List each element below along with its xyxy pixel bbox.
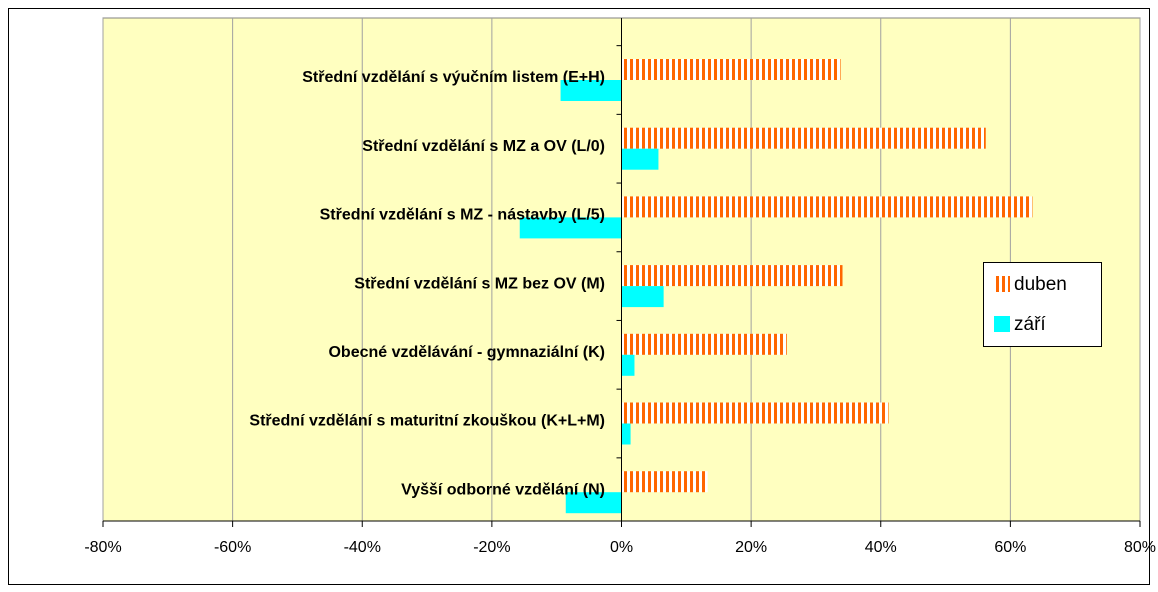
x-tick-label: -80%: [84, 539, 121, 556]
bar: [621, 265, 843, 287]
bar: [519, 217, 622, 239]
x-tick-label: 0%: [610, 539, 633, 556]
category-label: Vyšší odborné vzdělání (N): [401, 481, 605, 498]
legend-label: září: [1014, 314, 1046, 335]
bar: [621, 286, 664, 308]
legend-label: duben: [1014, 274, 1067, 295]
x-tick-label: 40%: [865, 539, 897, 556]
bar: [621, 471, 708, 493]
bar: [560, 80, 622, 101]
x-tick-label: -40%: [344, 539, 381, 556]
legend-swatch: [994, 276, 1010, 292]
bar: [621, 148, 659, 170]
category-label: Střední vzdělání s MZ a OV (L/0): [362, 138, 605, 155]
bar: [565, 492, 622, 514]
category-label: Střední vzdělání s MZ - nástavby (L/5): [320, 207, 605, 224]
x-tick-label: 80%: [1124, 539, 1156, 556]
x-tick-label: 60%: [994, 539, 1026, 556]
bar: [621, 59, 841, 80]
x-tick-label: -60%: [214, 539, 251, 556]
bar: [621, 333, 787, 355]
x-tick-label: 20%: [735, 539, 767, 556]
category-label: Střední vzdělání s maturitní zkouškou (K…: [249, 413, 605, 430]
bar: [621, 402, 889, 424]
bar: [621, 196, 1033, 218]
category-label: Obecné vzdělávání - gymnaziální (K): [328, 344, 605, 361]
x-tick-label: -20%: [473, 539, 510, 556]
legend-swatch: [994, 316, 1010, 332]
category-label: Střední vzdělání s výučním listem (E+H): [302, 69, 605, 86]
bar: [621, 127, 986, 149]
bar: [621, 423, 631, 445]
bar: [621, 354, 635, 376]
category-label: Střední vzdělání s MZ bez OV (M): [354, 275, 605, 292]
